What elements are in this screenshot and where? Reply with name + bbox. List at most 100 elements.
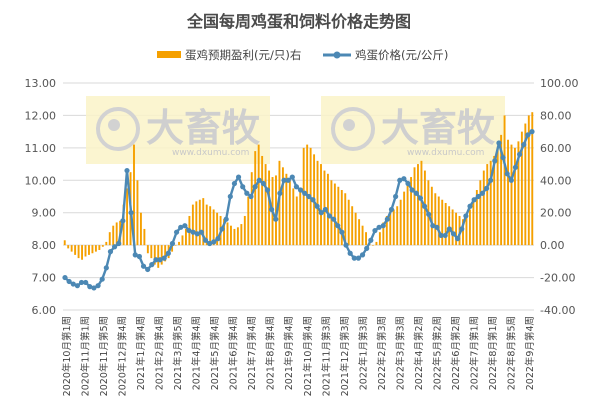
bar [126, 188, 129, 246]
line-point [293, 184, 300, 190]
bar [347, 199, 350, 246]
bar [458, 215, 461, 246]
line-point [339, 229, 345, 235]
bar [67, 245, 70, 249]
bar [70, 245, 73, 252]
bar [316, 160, 319, 246]
x-tick-label: 2021年3月第5周 [172, 316, 184, 390]
line-point [269, 206, 275, 213]
bar [389, 212, 392, 246]
line-point [306, 193, 312, 200]
line-point [87, 284, 93, 290]
line-point [83, 279, 89, 286]
bar [441, 199, 444, 246]
bar [351, 206, 354, 246]
x-tick-label: 2020年11月第1周 [80, 316, 92, 396]
line-point [207, 240, 213, 247]
line-point [202, 237, 209, 243]
line-point [335, 223, 341, 229]
line-point [496, 140, 502, 146]
line-point [244, 190, 250, 196]
legend-bar-swatch [157, 51, 181, 58]
bar [385, 215, 388, 246]
chart-title: 全国每周鸡蛋和饲料价格走势图 [186, 12, 411, 31]
x-tick-label: 2022年8月第1周 [487, 316, 499, 390]
bar [482, 170, 485, 246]
line-point [149, 262, 155, 268]
bar [503, 115, 506, 246]
bar [507, 139, 509, 246]
bar [465, 215, 468, 246]
line-point [384, 216, 390, 222]
x-tick-label: 2021年5月第4周 [209, 316, 221, 390]
bar [184, 228, 187, 246]
y-right-tick-label: -40.00 [540, 304, 575, 317]
bar [285, 173, 288, 246]
line-point [409, 187, 415, 193]
bar [146, 245, 149, 254]
x-tick-label: 2020年10月第1周 [61, 316, 73, 396]
y-left-tick-label: 13.00 [25, 77, 57, 90]
line-point [467, 203, 473, 209]
line-point [479, 190, 486, 196]
bar [268, 170, 271, 246]
line-point [525, 132, 531, 138]
line-point [136, 253, 142, 260]
line-point [438, 232, 444, 239]
line-point [463, 213, 469, 219]
bar [434, 193, 437, 246]
bar [358, 219, 361, 246]
bar [236, 227, 239, 246]
y-right-tick-label: 80.00 [540, 109, 572, 122]
bar [247, 196, 250, 246]
bar [399, 199, 402, 246]
bar [475, 190, 478, 246]
bar [243, 215, 246, 246]
line-point [273, 216, 279, 222]
x-tick-label: 2022年6月第2周 [450, 316, 462, 390]
line-point [161, 255, 167, 261]
x-tick-label: 2021年4月第4周 [191, 316, 203, 390]
bar [63, 240, 66, 246]
line-point [364, 245, 370, 251]
line-point [74, 283, 80, 289]
bar [462, 219, 464, 246]
x-tick-label: 2021年7月第4周 [246, 316, 258, 390]
bar [153, 245, 156, 265]
bar [430, 186, 433, 246]
bar [136, 180, 139, 246]
line-point [256, 177, 262, 183]
bar [171, 245, 174, 252]
x-tick-label: 2020年11月第5周 [98, 316, 110, 396]
line-point [227, 193, 233, 200]
bar [330, 180, 333, 246]
bar [91, 245, 94, 254]
line-point [165, 250, 171, 256]
bar [101, 245, 104, 247]
x-tick-label: 2022年7月第1周 [468, 316, 480, 390]
bar [223, 219, 225, 246]
bar [344, 193, 347, 246]
watermark-logo-dot-icon [108, 119, 120, 131]
line-point [483, 185, 490, 191]
line-point [169, 240, 176, 247]
line-point [264, 187, 271, 193]
bar [496, 147, 499, 246]
line-point [91, 285, 97, 291]
legend: 蛋鸡预期盈利(元/只)右 鸡蛋价格(元/公斤) [157, 48, 448, 62]
line-point [475, 193, 481, 200]
line-point [173, 229, 180, 235]
line-point [297, 187, 304, 193]
bar [392, 209, 395, 246]
bar [420, 160, 423, 246]
bar [500, 134, 503, 246]
bar [250, 172, 253, 246]
watermark-logo-dot-icon [343, 119, 355, 131]
bar [520, 131, 523, 246]
x-tick-label: 2022年8月第5周 [505, 316, 517, 390]
watermark-brand: 大畜牧 [146, 106, 261, 150]
y-left-tick-label: 6.00 [32, 304, 57, 317]
bar [122, 204, 125, 246]
bar [198, 199, 201, 246]
y-right-tick-label: 20.00 [540, 207, 572, 220]
